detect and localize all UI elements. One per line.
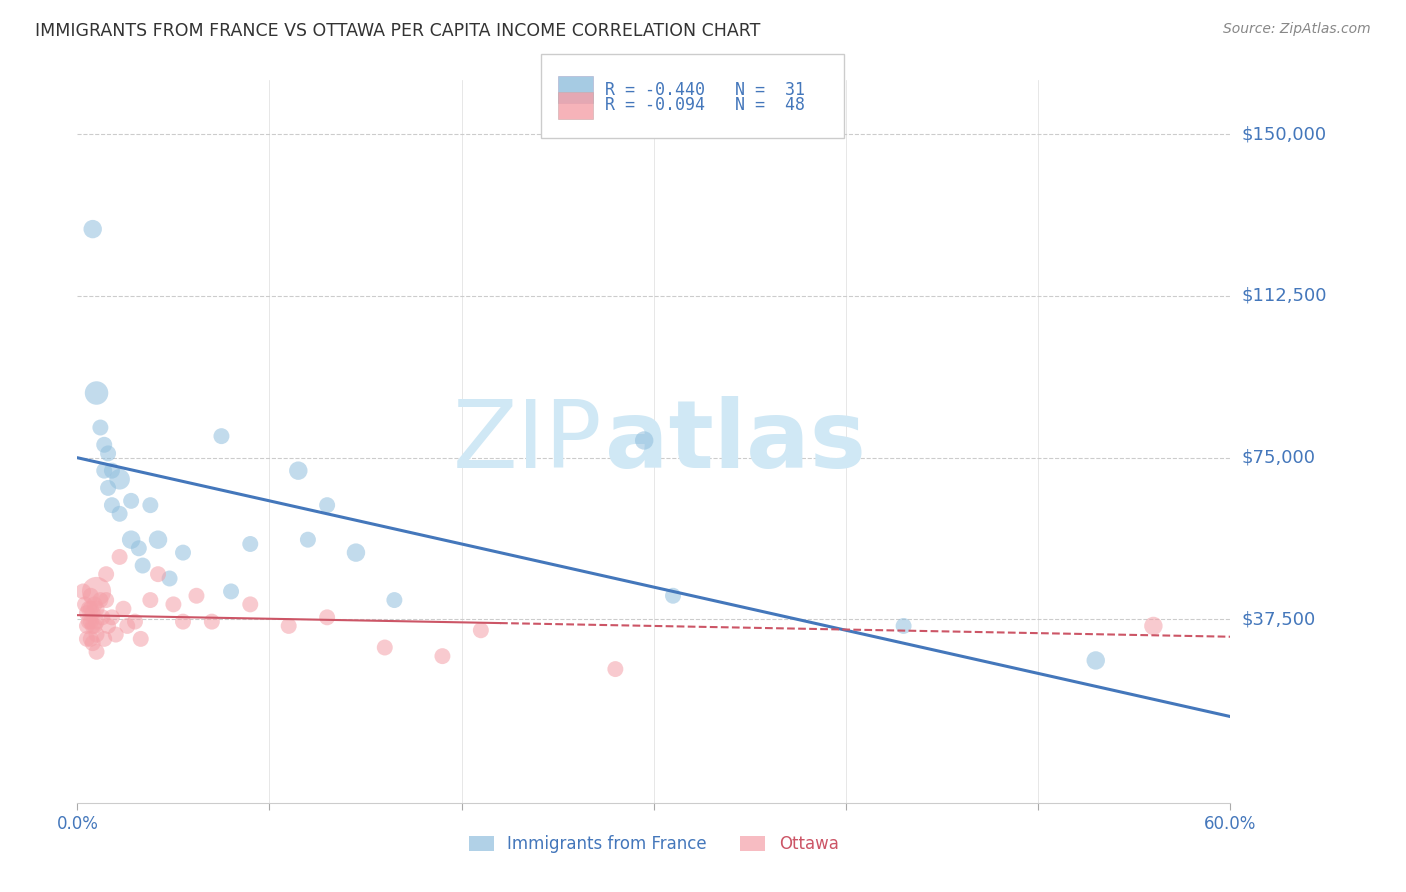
Point [432, 649, 454, 664]
Point [97, 446, 120, 460]
Point [172, 615, 194, 629]
Point [80, 589, 103, 603]
Point [1142, 619, 1164, 633]
Point [239, 598, 262, 612]
Point [76, 606, 98, 620]
Point [89, 593, 111, 607]
Point [86, 615, 108, 629]
Point [201, 615, 224, 629]
Point [120, 493, 142, 508]
Point [287, 464, 309, 478]
Point [76, 619, 98, 633]
Text: $150,000: $150,000 [1241, 125, 1326, 144]
Point [117, 619, 139, 633]
Point [120, 533, 142, 547]
Point [77, 601, 100, 615]
Point [82, 222, 104, 236]
Text: ZIP: ZIP [453, 395, 602, 488]
Point [104, 627, 127, 641]
Point [101, 498, 124, 512]
Text: $112,500: $112,500 [1241, 287, 1327, 305]
Point [146, 567, 169, 582]
Point [316, 610, 339, 624]
Text: Source: ZipAtlas.com: Source: ZipAtlas.com [1223, 22, 1371, 37]
Point [108, 549, 131, 564]
Point [159, 572, 181, 586]
Text: R = -0.094   N =  48: R = -0.094 N = 48 [605, 96, 804, 114]
Point [633, 434, 655, 448]
Point [93, 632, 115, 646]
Point [108, 507, 131, 521]
Point [344, 546, 367, 560]
Text: atlas: atlas [606, 395, 866, 488]
Point [73, 598, 96, 612]
Point [86, 584, 108, 599]
Point [97, 619, 120, 633]
Point [211, 429, 233, 443]
Point [97, 481, 120, 495]
Point [93, 464, 115, 478]
Point [605, 662, 627, 676]
Point [82, 619, 104, 633]
Point [172, 546, 194, 560]
Text: $75,000: $75,000 [1241, 449, 1316, 467]
Point [108, 472, 131, 486]
Point [131, 558, 153, 573]
Text: R = -0.440   N =  31: R = -0.440 N = 31 [605, 80, 804, 98]
Text: IMMIGRANTS FROM FRANCE VS OTTAWA PER CAPITA INCOME CORRELATION CHART: IMMIGRANTS FROM FRANCE VS OTTAWA PER CAP… [35, 22, 761, 40]
Point [83, 619, 105, 633]
Point [277, 619, 299, 633]
Point [297, 533, 319, 547]
Point [80, 615, 103, 629]
Legend: Immigrants from France, Ottawa: Immigrants from France, Ottawa [463, 828, 845, 860]
Point [382, 593, 406, 607]
Point [470, 624, 492, 638]
Point [139, 498, 162, 512]
Point [374, 640, 396, 655]
Point [96, 593, 117, 607]
Point [89, 420, 111, 434]
Text: $37,500: $37,500 [1241, 610, 1316, 629]
Point [77, 615, 100, 629]
Point [316, 498, 339, 512]
Point [239, 537, 262, 551]
Point [893, 619, 915, 633]
Point [146, 533, 169, 547]
Point [82, 606, 104, 620]
Point [139, 593, 162, 607]
Point [112, 601, 135, 615]
Point [86, 645, 108, 659]
Point [662, 589, 685, 603]
Point [91, 610, 114, 624]
Point [76, 632, 98, 646]
Point [162, 598, 184, 612]
Point [83, 598, 105, 612]
Point [80, 601, 103, 615]
Point [101, 464, 124, 478]
Point [86, 386, 108, 401]
Point [72, 584, 94, 599]
Point [86, 627, 108, 641]
Point [219, 584, 242, 599]
Point [186, 589, 208, 603]
Point [96, 567, 117, 582]
Point [93, 438, 115, 452]
Point [129, 632, 152, 646]
Point [1084, 653, 1107, 667]
Point [128, 541, 150, 556]
Point [82, 636, 104, 650]
Point [101, 610, 124, 624]
Point [124, 615, 146, 629]
Point [86, 601, 108, 615]
Point [80, 632, 103, 646]
